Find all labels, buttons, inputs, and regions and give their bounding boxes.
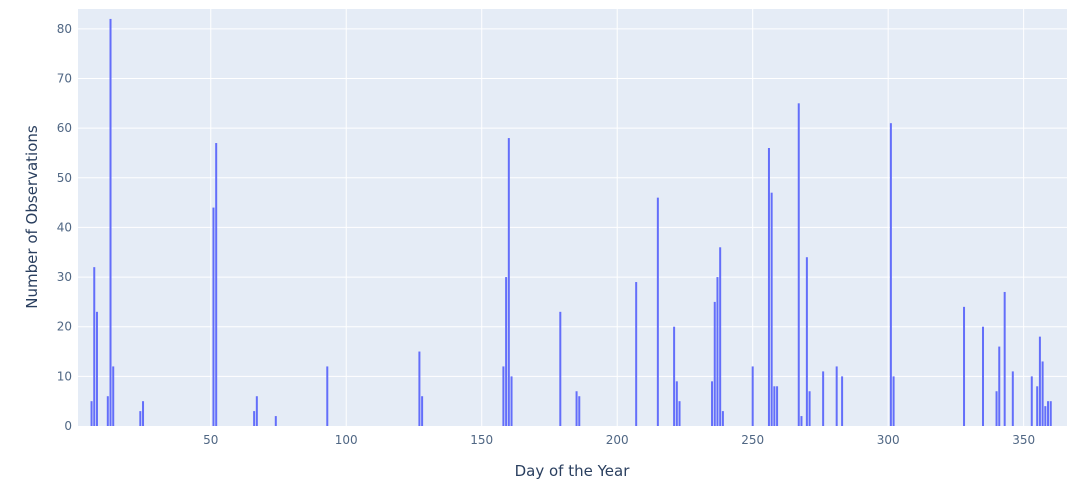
bar [1036, 386, 1039, 426]
y-tick-label: 70 [57, 72, 72, 86]
bar [841, 376, 844, 426]
bar [1030, 376, 1033, 426]
bar [673, 326, 676, 426]
bar [770, 192, 773, 426]
bar [212, 207, 215, 426]
bar [797, 103, 800, 427]
bar [773, 386, 776, 426]
x-tick-label: 350 [1012, 433, 1035, 447]
bar [656, 197, 659, 426]
bar [892, 376, 895, 426]
bar [421, 396, 424, 426]
bar [253, 411, 256, 426]
y-tick-label: 40 [57, 220, 72, 234]
bar [835, 366, 838, 426]
bar [93, 267, 96, 426]
bar [95, 311, 98, 426]
x-tick-label: 300 [877, 433, 900, 447]
y-axis-ticks: 0 10 20 30 40 50 60 70 80 [57, 22, 72, 433]
bar [109, 18, 112, 427]
y-tick-label: 20 [57, 320, 72, 334]
bar [505, 277, 508, 426]
y-tick-label: 0 [64, 419, 72, 433]
x-tick-label: 100 [335, 433, 358, 447]
bar [1049, 401, 1052, 426]
bar [719, 247, 722, 426]
plot-area [78, 9, 1067, 426]
bar [678, 401, 681, 426]
x-tick-label: 250 [741, 433, 764, 447]
bar [112, 366, 115, 426]
bar [716, 277, 719, 426]
bar [90, 401, 93, 426]
bar [713, 301, 716, 426]
bar [800, 416, 803, 426]
bar [998, 346, 1001, 426]
gridlines [78, 9, 1067, 426]
bar [963, 306, 966, 426]
x-tick-label: 50 [203, 433, 218, 447]
y-axis-title: Number of Observations [23, 125, 41, 309]
bar [995, 391, 998, 426]
y-tick-label: 80 [57, 22, 72, 36]
bar [635, 282, 638, 426]
bar [1003, 291, 1006, 426]
bar [1041, 361, 1044, 426]
bar [502, 366, 505, 426]
bar [326, 366, 329, 426]
bar [1047, 401, 1050, 426]
bar [507, 138, 510, 427]
bar [1038, 336, 1041, 426]
bar [751, 366, 754, 426]
bar [418, 351, 421, 426]
x-axis-ticks: 50 100 150 200 250 300 350 [203, 433, 1035, 447]
x-tick-label: 150 [470, 433, 493, 447]
bar [1011, 371, 1014, 426]
bar [711, 381, 714, 426]
bar [982, 326, 985, 426]
bar [767, 148, 770, 426]
x-axis-title: Day of the Year [515, 462, 631, 480]
bar [106, 396, 109, 426]
bar [255, 396, 258, 426]
bar [776, 386, 779, 426]
bar [510, 376, 513, 426]
x-tick-label: 200 [606, 433, 629, 447]
y-tick-label: 60 [57, 121, 72, 135]
bar [805, 257, 808, 426]
bar [822, 371, 825, 426]
bar [139, 411, 142, 426]
bar [215, 143, 218, 427]
bar [578, 396, 581, 426]
y-tick-label: 10 [57, 369, 72, 383]
bar [142, 401, 145, 426]
y-tick-label: 50 [57, 171, 72, 185]
bars [90, 18, 1052, 427]
bar [559, 311, 562, 426]
bar [575, 391, 578, 426]
bar [721, 411, 724, 426]
bar [675, 381, 678, 426]
bar [808, 391, 811, 426]
y-tick-label: 30 [57, 270, 72, 284]
bar [889, 123, 892, 426]
bar [274, 416, 277, 426]
bar [1044, 406, 1047, 426]
